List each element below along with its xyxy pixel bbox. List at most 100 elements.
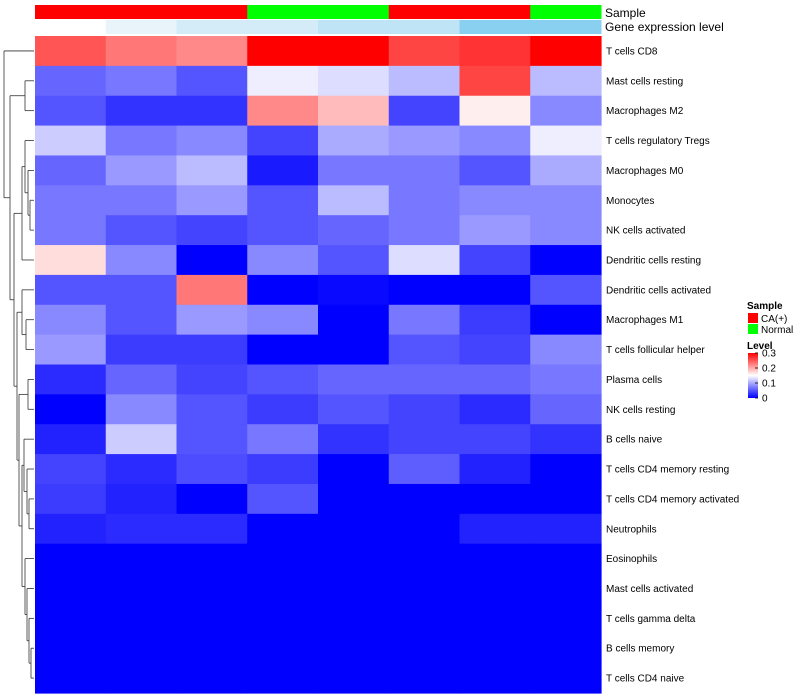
heatmap-cell <box>176 125 248 157</box>
heatmap-cell <box>388 215 461 246</box>
row-label: T cells regulatory Tregs <box>606 136 710 147</box>
heatmap-cell <box>247 394 319 425</box>
legend-ca-label: CA(+) <box>761 314 787 325</box>
heatmap-cell <box>318 513 390 545</box>
heatmap-cell <box>247 364 319 395</box>
heatmap-cell <box>176 394 248 425</box>
heatmap-cell <box>176 65 248 97</box>
heatmap-cell <box>318 663 390 694</box>
heatmap-cell <box>176 483 248 515</box>
heatmap-cell <box>530 513 602 545</box>
heatmap-cell <box>176 95 248 127</box>
heatmap-cell <box>35 125 107 157</box>
row-label: Dendritic cells resting <box>606 255 701 266</box>
heatmap-cell <box>530 95 602 127</box>
heatmap-cell <box>35 663 107 694</box>
heatmap-cell <box>530 65 602 97</box>
heatmap-cell <box>530 215 602 246</box>
level-tick-label: 0.3 <box>762 349 776 360</box>
heatmap-cell <box>318 603 390 634</box>
heatmap-cell <box>105 364 178 395</box>
heatmap-cell <box>388 573 461 605</box>
heatmap-cell <box>247 36 319 67</box>
heatmap-cell <box>388 454 461 485</box>
heatmap-cell <box>105 424 178 455</box>
heatmap-cell <box>35 543 107 575</box>
heatmap-cell <box>35 215 107 246</box>
heatmap-cell <box>530 454 602 485</box>
heatmap-cell <box>247 334 319 366</box>
heatmap-cell <box>388 95 461 127</box>
heatmap-cell <box>247 245 319 276</box>
heatmap-cell <box>35 304 107 336</box>
heatmap-cell <box>318 543 390 575</box>
heatmap-cell <box>35 274 107 306</box>
heatmap-cell <box>318 573 390 605</box>
heatmap-cell <box>318 304 390 336</box>
heatmap-cell <box>176 603 248 634</box>
heatmap-cell <box>35 513 107 545</box>
heatmap-cell <box>105 304 178 336</box>
heatmap-cell <box>530 185 602 216</box>
heatmap-cell <box>388 483 461 515</box>
heatmap-cell <box>318 274 390 306</box>
sample-track-label: Sample <box>605 6 646 20</box>
expression-annotation-5 <box>388 20 460 34</box>
heatmap-cell <box>388 36 461 67</box>
heatmap-cell <box>459 633 531 664</box>
heatmap-cell <box>105 573 178 605</box>
heatmap-cell <box>388 543 461 575</box>
heatmap-cell <box>105 36 178 67</box>
heatmap-cell <box>35 185 107 216</box>
row-label: T cells CD4 memory activated <box>606 494 739 505</box>
legend: Sample CA(+) Normal Level 0.3 0.2 0.1 0 <box>747 301 793 405</box>
heatmap-cell <box>176 274 248 306</box>
heatmap-cell <box>388 663 461 694</box>
heatmap-cell <box>105 513 178 545</box>
heatmap-cell <box>459 543 531 575</box>
level-color-bar <box>748 353 758 398</box>
heatmap-cell <box>247 483 319 515</box>
heatmap-cell <box>388 245 461 276</box>
row-label: Macrophages M0 <box>606 166 684 177</box>
heatmap-cell <box>530 245 602 276</box>
heatmap-cell <box>530 36 602 67</box>
heatmap-cell <box>318 185 390 216</box>
heatmap-cell <box>318 334 390 366</box>
level-tick-label: 0.2 <box>762 364 776 375</box>
heatmap-cell <box>530 543 602 575</box>
heatmap-cell <box>459 274 531 306</box>
legend-normal-swatch <box>748 324 758 334</box>
row-label: NK cells resting <box>606 405 675 416</box>
row-label: Neutrophils <box>606 524 657 535</box>
row-label: Monocytes <box>606 196 654 207</box>
expression-annotation-7 <box>530 20 602 34</box>
heatmap-cell <box>388 424 461 455</box>
heatmap-cell <box>247 454 319 485</box>
heatmap-cell <box>247 603 319 634</box>
heatmap-cell <box>459 334 531 366</box>
heatmap-cell <box>388 185 461 216</box>
heatmap-cell <box>176 36 248 67</box>
heatmap-cell <box>318 394 390 425</box>
heatmap-cell <box>35 454 107 485</box>
legend-normal-label: Normal <box>761 325 793 336</box>
row-labels: T cells CD8 Mast cells resting Macrophages… <box>606 46 739 684</box>
heatmap-cell <box>105 215 178 246</box>
heatmap-cell <box>35 603 107 634</box>
heatmap-cell <box>318 454 390 485</box>
heatmap-cell <box>35 424 107 455</box>
expression-annotation-0 <box>35 20 107 34</box>
heatmap-cell <box>105 394 178 425</box>
expression-annotation-3 <box>247 20 319 34</box>
row-label: T cells CD4 naive <box>606 674 685 685</box>
sample-annotation-5 <box>388 5 460 19</box>
heatmap-cell <box>176 155 248 186</box>
heatmap-cell <box>530 274 602 306</box>
heatmap-cell <box>530 334 602 366</box>
heatmap-cell <box>35 483 107 515</box>
heatmap-cells <box>35 36 602 694</box>
heatmap-cell <box>459 155 531 186</box>
heatmap-cell <box>459 65 531 97</box>
